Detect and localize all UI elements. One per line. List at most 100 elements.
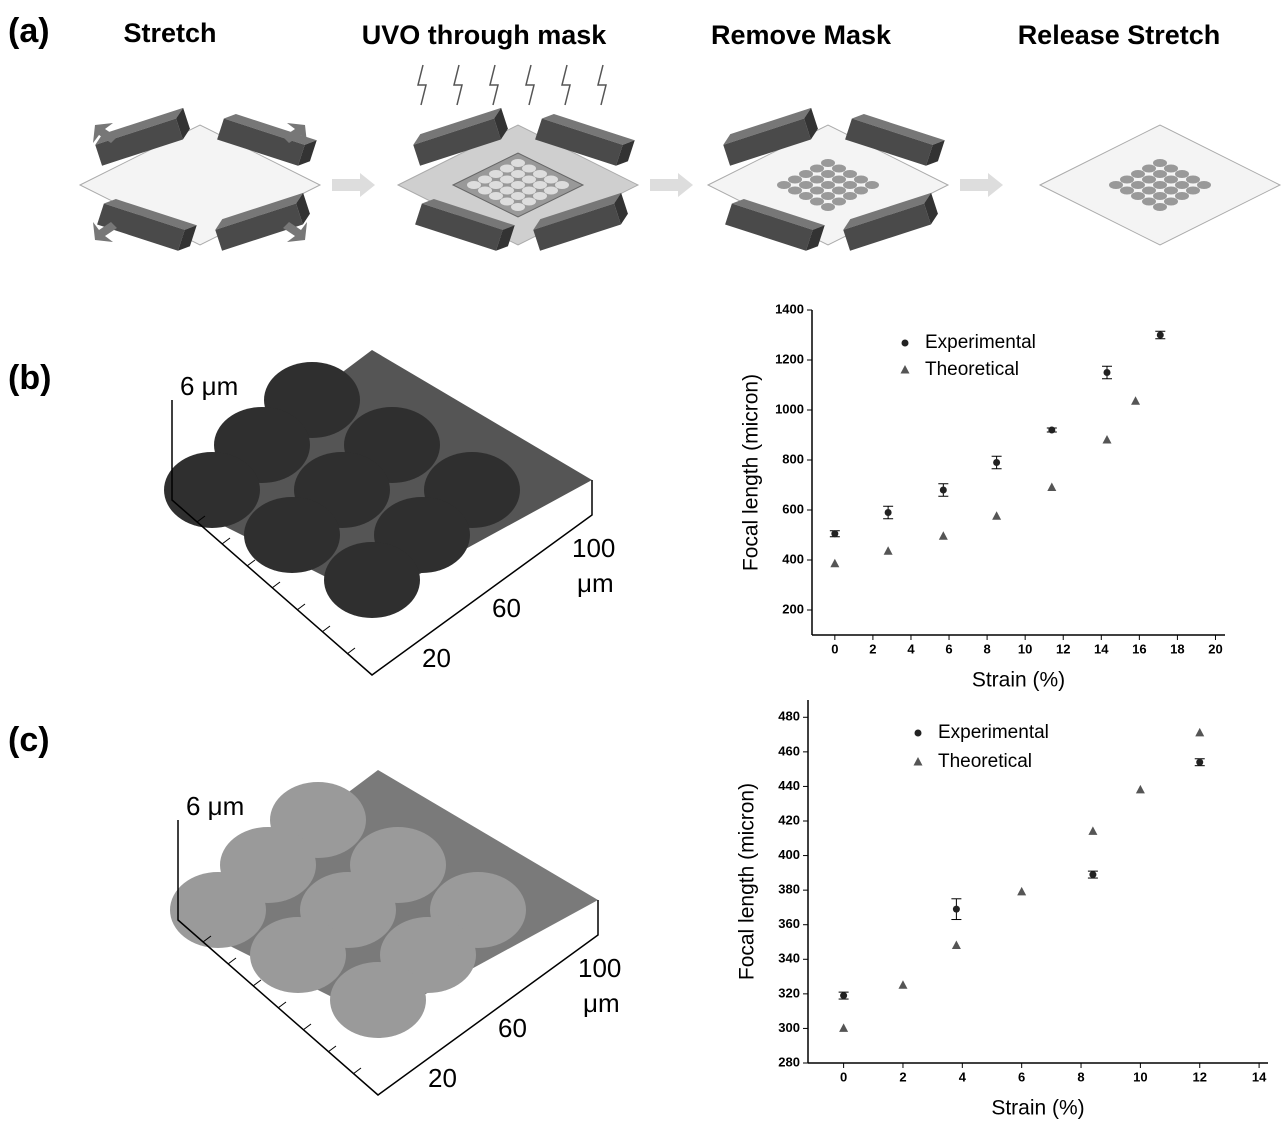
y-tick-label: 200 — [782, 601, 804, 616]
pattern-dot — [788, 176, 802, 184]
point — [940, 487, 947, 494]
point — [831, 530, 838, 537]
pattern-dot — [854, 176, 868, 184]
panel-label: (b) — [8, 359, 51, 397]
pattern-dot — [1131, 170, 1145, 178]
pattern-dot — [500, 198, 514, 206]
axis-tick — [278, 1002, 286, 1008]
pattern-dot — [1186, 176, 1200, 184]
pattern-dot — [533, 192, 547, 200]
pattern-dot — [821, 203, 835, 211]
point — [839, 1023, 848, 1032]
x-tick-label: 6 — [1018, 1069, 1025, 1084]
pattern-dot — [1153, 159, 1167, 167]
pattern-dot — [511, 181, 525, 189]
pattern-dot — [489, 181, 503, 189]
pattern-dot — [544, 187, 558, 195]
legend-marker — [915, 730, 922, 737]
pattern-dot — [478, 176, 492, 184]
x-tick-label: 20 — [1208, 641, 1222, 656]
pattern-dot — [522, 176, 536, 184]
x-tick-label: 10 — [1018, 641, 1032, 656]
pattern-dot — [821, 181, 835, 189]
pattern-dot — [1164, 198, 1178, 206]
pattern-dot — [1142, 165, 1156, 173]
y-tick-label: 1200 — [775, 351, 804, 366]
pattern-dot — [522, 165, 536, 173]
pattern-dot — [777, 181, 791, 189]
legend-label: Theoretical — [925, 359, 1019, 380]
point — [1089, 871, 1096, 878]
point — [993, 459, 1000, 466]
pattern-dot — [478, 187, 492, 195]
pattern-dot — [1164, 176, 1178, 184]
point — [885, 509, 892, 516]
y-tick-label: 380 — [778, 882, 800, 897]
x-tick-label: 6 — [945, 641, 952, 656]
pattern-dot — [533, 181, 547, 189]
legend-marker — [914, 757, 923, 766]
pattern-dot — [1142, 187, 1156, 195]
pattern-dot — [788, 187, 802, 195]
pattern-dot — [511, 203, 525, 211]
point — [952, 940, 961, 949]
axis-label: 20 — [428, 1063, 457, 1093]
pattern-dot — [511, 159, 525, 167]
pattern-dot — [843, 181, 857, 189]
y-tick-label: 300 — [778, 1020, 800, 1035]
x-tick-label: 14 — [1094, 641, 1109, 656]
y-tick-label: 400 — [782, 551, 804, 566]
y-tick-label: 400 — [778, 847, 800, 862]
legend-marker — [902, 340, 909, 347]
legend-marker — [901, 365, 910, 374]
pattern-dot — [810, 187, 824, 195]
pattern-dot — [1164, 165, 1178, 173]
pattern-dot — [555, 181, 569, 189]
figure: (a) (b) (c) Stretch UVO through mask Rem… — [0, 0, 1282, 1124]
pattern-dot — [467, 181, 481, 189]
axis-tick — [347, 648, 355, 654]
axis-label: 60 — [498, 1013, 527, 1043]
pattern-dot — [865, 181, 879, 189]
pattern-dot — [1186, 187, 1200, 195]
axis-label: 100 — [578, 953, 621, 983]
pattern-dot — [799, 170, 813, 178]
height-label: 6 μm — [186, 791, 244, 821]
point — [830, 559, 839, 568]
process-arrow — [332, 173, 375, 197]
pattern-dot — [1153, 192, 1167, 200]
pattern-dot — [1142, 176, 1156, 184]
pattern-dot — [1175, 181, 1189, 189]
process-arrow — [650, 173, 693, 197]
y-tick-label: 360 — [778, 916, 800, 931]
pattern-dot — [832, 198, 846, 206]
pattern-dot — [1197, 181, 1211, 189]
pattern-dot — [500, 176, 514, 184]
axis-label: μm — [583, 988, 620, 1018]
x-tick-label: 12 — [1193, 1069, 1207, 1084]
y-tick-label: 1000 — [775, 401, 804, 416]
x-tick-label: 4 — [907, 641, 915, 656]
pattern-dot — [810, 198, 824, 206]
point — [953, 906, 960, 913]
point — [1017, 887, 1026, 896]
point — [840, 992, 847, 999]
point — [1195, 728, 1204, 737]
y-tick-label: 1400 — [775, 301, 804, 316]
uv-ray — [490, 65, 498, 105]
x-tick-label: 0 — [831, 641, 838, 656]
lens — [324, 542, 420, 618]
pattern-dot — [1175, 192, 1189, 200]
pattern-dot — [511, 170, 525, 178]
pattern-dot — [832, 165, 846, 173]
pattern-dot — [1131, 181, 1145, 189]
axis-tick — [303, 1024, 311, 1030]
pattern-dot — [1109, 181, 1123, 189]
panel-label: (c) — [8, 721, 50, 759]
process-arrow — [960, 173, 1003, 197]
pattern-dot — [1153, 170, 1167, 178]
pattern-dot — [1120, 187, 1134, 195]
pattern-dot — [810, 165, 824, 173]
step-title: Release Stretch — [1018, 20, 1221, 50]
x-tick-label: 16 — [1132, 641, 1146, 656]
